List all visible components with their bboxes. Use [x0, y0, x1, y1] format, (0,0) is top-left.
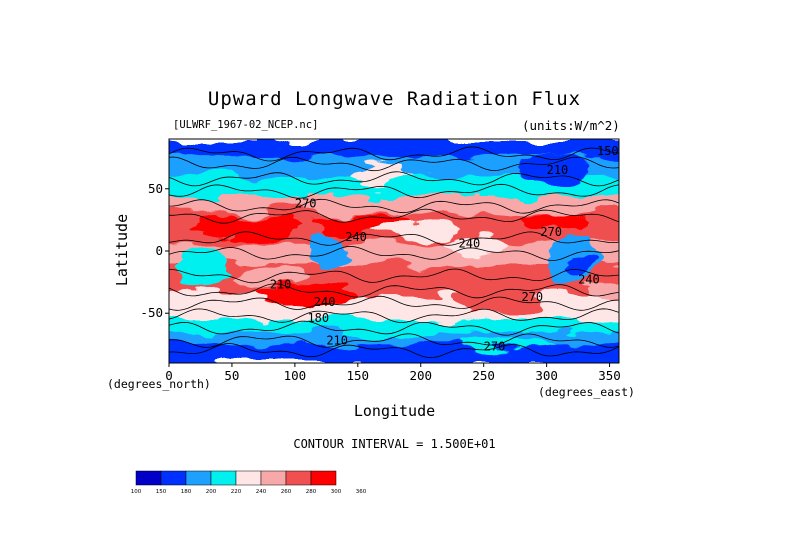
- contour-line: [169, 308, 619, 323]
- colorbar-label: 360: [356, 489, 367, 495]
- colorbar-label: 200: [206, 489, 217, 495]
- colorbar-label: 260: [281, 489, 292, 495]
- contour-label: 210: [547, 163, 569, 177]
- colorbar-swatch: [185, 470, 212, 486]
- contour-line: [169, 320, 619, 336]
- contour-label: 150: [597, 144, 619, 158]
- contour-line: [169, 283, 619, 299]
- contour-label: 270: [484, 340, 506, 354]
- contour-line: [169, 156, 619, 172]
- contour-label: 240: [578, 272, 600, 286]
- flux-region: [527, 213, 591, 229]
- contour-line: [169, 268, 619, 284]
- x-tick-label: 250: [472, 368, 495, 383]
- y-tick-label: -50: [140, 305, 163, 321]
- flux-region: [458, 339, 560, 350]
- y-tick-label: 50: [147, 180, 163, 196]
- contour-label: 210: [326, 333, 348, 347]
- x-tick-label: 350: [598, 368, 621, 383]
- flux-field: [169, 139, 619, 363]
- colorbar-swatch: [210, 470, 237, 486]
- zonal-band: [169, 319, 619, 333]
- colorbar-swatch: [235, 470, 262, 486]
- colorbar-swatch: [310, 470, 337, 486]
- flux-region: [584, 278, 619, 299]
- colorbar-label: 100: [131, 489, 142, 495]
- x-unit-label: (degrees_east): [538, 385, 635, 399]
- contour-line: [169, 198, 619, 214]
- colorbar-label: 180: [181, 489, 192, 495]
- colorbar-label: 220: [231, 489, 242, 495]
- colorbar-swatch: [260, 470, 287, 486]
- contour-line: [169, 208, 619, 224]
- zonal-band: [169, 139, 619, 159]
- flux-region: [565, 253, 591, 274]
- colorbar-swatch: [135, 470, 162, 486]
- contour-label: 210: [270, 277, 292, 291]
- zonal-band: [169, 195, 619, 215]
- colorbar-label: 150: [156, 489, 167, 495]
- contour-line: [169, 231, 619, 246]
- zonal-band: [169, 294, 619, 308]
- contour-label: 240: [314, 295, 336, 309]
- flux-region: [175, 247, 226, 293]
- colorbar-label: 240: [256, 489, 267, 495]
- x-tick-label: 150: [346, 368, 370, 383]
- colorbar: 100 150 180 200 220 240 260 280 300 360: [131, 470, 367, 495]
- contour-line: [169, 343, 619, 359]
- flux-region: [181, 172, 258, 193]
- y-tick-label: 0: [155, 243, 163, 258]
- flux-region: [231, 267, 308, 285]
- contour-line: [169, 295, 619, 311]
- x-tick-label: 100: [283, 368, 307, 383]
- flux-region: [395, 244, 472, 270]
- zonal-band: [169, 244, 619, 265]
- flux-region: [308, 231, 344, 266]
- colorbar-swatch: [285, 470, 312, 486]
- contour-label: 240: [459, 236, 481, 250]
- flux-region: [445, 234, 509, 255]
- x-tick-label: 50: [224, 368, 240, 383]
- contour-label: 270: [295, 196, 317, 210]
- contour-line: [169, 245, 619, 261]
- source-file-label: [ULWRF_1967-02_NCEP.nc]: [173, 119, 319, 131]
- colorbar-label: 280: [306, 489, 317, 495]
- flux-region: [257, 284, 358, 305]
- contour-line: [169, 171, 619, 187]
- x-tick-label: 300: [535, 368, 558, 383]
- contour-interval-text: CONTOUR INTERVAL = 1.500E+01: [293, 437, 496, 451]
- contour-label: 270: [540, 225, 562, 239]
- units-label: (units:W/m^2): [522, 118, 620, 133]
- contour-line: [169, 183, 619, 199]
- flux-region: [382, 173, 459, 192]
- contour-label: 180: [307, 311, 329, 325]
- contour-label: 240: [345, 230, 367, 244]
- y-unit-label: (degrees_north): [107, 377, 211, 391]
- x-tick-label: 0: [165, 368, 173, 383]
- chart-title: Upward Longwave Radiation Flux: [207, 88, 582, 110]
- contour-label: 270: [521, 290, 543, 304]
- contour-lines: [169, 146, 619, 359]
- flux-region: [370, 224, 459, 240]
- colorbar-swatch: [160, 470, 187, 486]
- colorbar-label: 300: [331, 489, 342, 495]
- contour-line: [169, 146, 619, 162]
- flux-region: [194, 216, 295, 237]
- plot-area: 150 210 270 240 240 270 240 270 210 240 180 210 270: [165, 138, 620, 367]
- x-axis-label: Longitude: [353, 402, 436, 420]
- x-tick-label: 200: [409, 368, 433, 383]
- contour-line: [169, 333, 619, 348]
